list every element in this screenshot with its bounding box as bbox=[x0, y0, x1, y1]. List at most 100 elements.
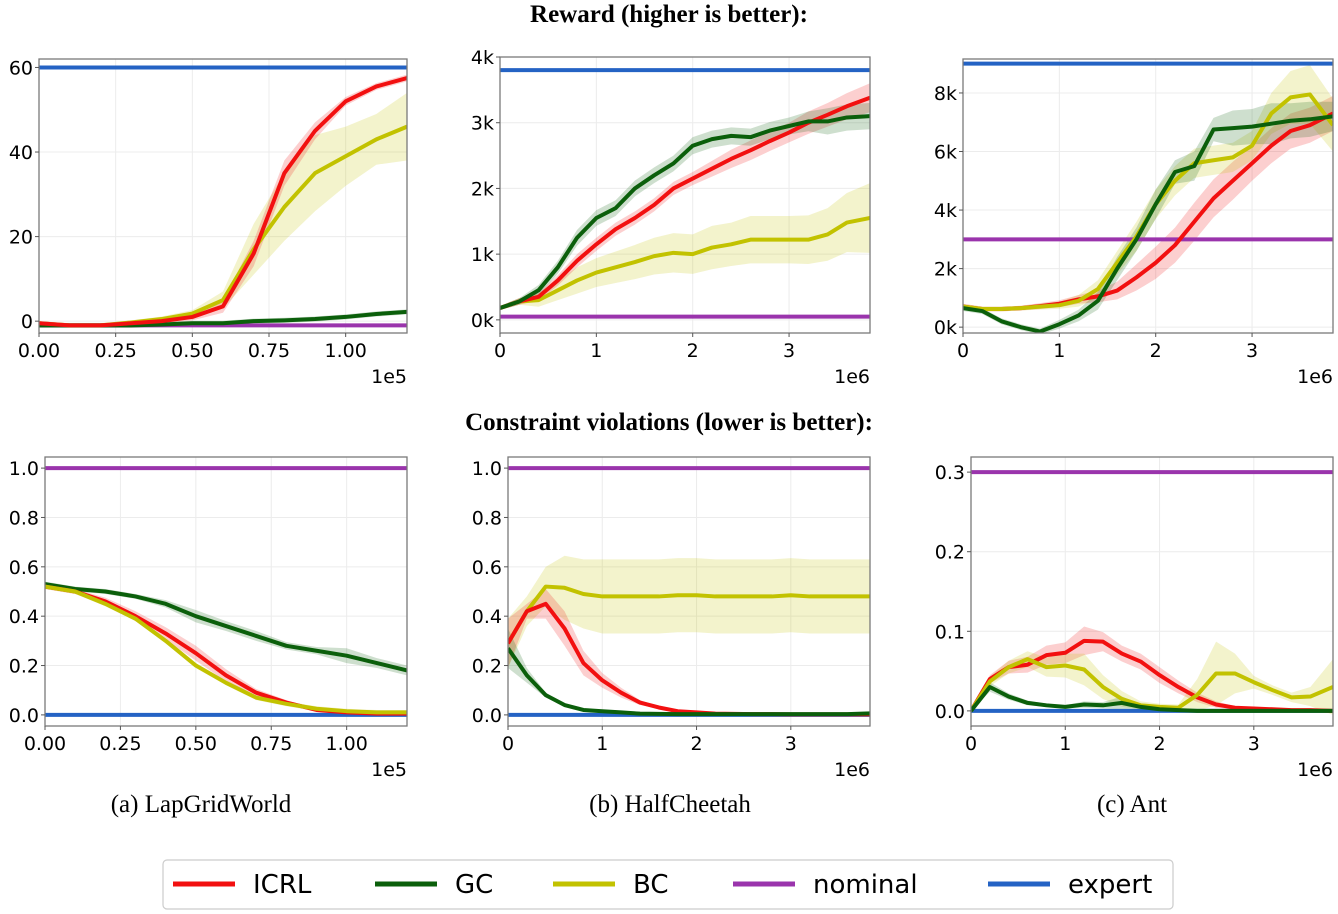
axes-frame bbox=[499, 56, 871, 334]
x-tick-label: 0 bbox=[502, 733, 514, 755]
line-GC bbox=[500, 114, 870, 310]
y-tick-label: 1k bbox=[471, 244, 494, 266]
x-offset-label: 1e6 bbox=[834, 759, 870, 781]
x-tick-label: 2 bbox=[1153, 733, 1165, 755]
panel-constraint-lapgridworld: 0.00 0.25 0.50 0.75 1.00 0.0 0.2 0.4 0.6 0.8 1.0 1e… bbox=[9, 456, 408, 781]
y-tick-label: 0.6 bbox=[472, 557, 502, 579]
y-tick-label: 0.4 bbox=[9, 606, 39, 628]
line-BC bbox=[508, 584, 870, 645]
x-tick-label: 2 bbox=[1150, 340, 1162, 362]
y-tick-label: 0.2 bbox=[472, 656, 502, 678]
y-tick-label: 0.6 bbox=[9, 557, 39, 579]
x-tick-label: 1.00 bbox=[326, 733, 368, 755]
x-tick-label: 0.25 bbox=[99, 733, 141, 755]
x-tick-label: 2 bbox=[687, 340, 699, 362]
y-tick-label: 1.0 bbox=[472, 458, 502, 480]
x-tick-label: 2 bbox=[690, 733, 702, 755]
line-BC bbox=[45, 584, 407, 715]
y-tick-label: 0k bbox=[934, 317, 957, 339]
x-tick-label: 1.00 bbox=[325, 340, 367, 362]
x-offset-label: 1e5 bbox=[371, 366, 407, 388]
x-tick-label: 0 bbox=[965, 733, 977, 755]
x-tick-label: 0 bbox=[494, 340, 506, 362]
legend-item-BC: BC bbox=[553, 870, 669, 900]
y-tick-label: 0.4 bbox=[472, 606, 502, 628]
plot-area bbox=[39, 65, 407, 328]
axes-frame bbox=[507, 456, 871, 727]
x-tick-label: 3 bbox=[1246, 340, 1258, 362]
plot-area bbox=[971, 470, 1333, 715]
y-tick-label: 6k bbox=[934, 142, 957, 164]
panel-reward-lapgridworld: 0.00 0.25 0.50 0.75 1.00 0 20 40 60 1e5 bbox=[9, 57, 408, 388]
x-tick-label: 0.00 bbox=[24, 733, 66, 755]
legend: ICRL GC BC nominal expert bbox=[162, 859, 1174, 910]
line-BC bbox=[500, 216, 870, 310]
y-tick-label: 60 bbox=[9, 57, 33, 79]
caption-c: (c) Ant bbox=[1097, 791, 1167, 818]
y-tick-label: 3k bbox=[471, 113, 494, 135]
x-tick-label: 1 bbox=[1053, 340, 1065, 362]
y-tick-label: 0 bbox=[21, 311, 33, 333]
legend-item-nominal: nominal bbox=[733, 870, 918, 900]
y-tick-label: 0.2 bbox=[9, 656, 39, 678]
x-tick-label: 1 bbox=[590, 340, 602, 362]
panel-reward-ant: 0 1 2 3 0k 2k 4k 6k 8k 1e6 bbox=[934, 58, 1334, 388]
band-BC bbox=[963, 65, 1333, 312]
line-GC bbox=[963, 114, 1333, 333]
legend-item-GC: GC bbox=[375, 870, 493, 900]
x-tick-label: 0 bbox=[957, 340, 969, 362]
x-tick-label: 0.75 bbox=[248, 340, 290, 362]
y-tick-label: 4k bbox=[934, 200, 957, 222]
band-GC bbox=[45, 581, 407, 676]
y-tick-label: 0.0 bbox=[472, 705, 502, 727]
y-tick-label: 0.3 bbox=[935, 462, 965, 484]
y-tick-label: 20 bbox=[9, 227, 33, 249]
band-BC bbox=[971, 641, 1333, 715]
y-tick-label: 0.8 bbox=[9, 507, 39, 529]
reward-section-title: Reward (higher is better): bbox=[530, 1, 808, 28]
x-tick-label: 0.75 bbox=[250, 733, 292, 755]
axes-frame bbox=[38, 58, 408, 334]
y-tick-label: 0.2 bbox=[935, 542, 965, 564]
plot-area bbox=[508, 466, 870, 717]
band-ICRL bbox=[500, 83, 870, 311]
x-tick-label: 0.25 bbox=[95, 340, 137, 362]
x-offset-label: 1e6 bbox=[1297, 366, 1333, 388]
caption-b: (b) HalfCheetah bbox=[589, 791, 751, 818]
y-tick-label: 8k bbox=[934, 83, 957, 105]
x-tick-label: 0.50 bbox=[175, 733, 217, 755]
x-offset-label: 1e6 bbox=[834, 366, 870, 388]
legend-frame bbox=[162, 859, 1174, 910]
panel-reward-halfcheetah: 0 1 2 3 0k 1k 2k 3k 4k 1e6 bbox=[471, 47, 871, 388]
y-tick-label: 40 bbox=[9, 142, 33, 164]
plot-area bbox=[963, 61, 1333, 333]
line-GC bbox=[508, 647, 870, 717]
legend-label: expert bbox=[1068, 870, 1152, 900]
axes-frame bbox=[962, 58, 1334, 334]
line-ICRL bbox=[39, 76, 407, 328]
y-tick-label: 0.0 bbox=[9, 705, 39, 727]
y-tick-label: 4k bbox=[471, 47, 494, 69]
y-tick-label: 0.8 bbox=[472, 507, 502, 529]
band-BC bbox=[45, 584, 407, 715]
x-tick-label: 0.00 bbox=[18, 340, 60, 362]
line-GC bbox=[971, 685, 1333, 713]
band-ICRL bbox=[39, 74, 407, 328]
axes-frame bbox=[44, 456, 408, 727]
legend-item-ICRL: ICRL bbox=[173, 870, 312, 900]
y-tick-label: 0.1 bbox=[935, 621, 965, 643]
caption-a: (a) LapGridWorld bbox=[111, 791, 292, 818]
x-offset-label: 1e5 bbox=[371, 759, 407, 781]
x-tick-label: 1 bbox=[596, 733, 608, 755]
band-ICRL bbox=[508, 589, 870, 715]
x-tick-label: 1 bbox=[1059, 733, 1071, 755]
x-tick-label: 3 bbox=[785, 733, 797, 755]
line-ICRL bbox=[45, 584, 407, 716]
plot-area bbox=[500, 68, 870, 319]
y-tick-label: 0.0 bbox=[935, 701, 965, 723]
panel-constraint-ant: 0 1 2 3 0.0 0.1 0.2 0.3 1e6 bbox=[935, 456, 1334, 781]
x-tick-label: 0.50 bbox=[171, 340, 213, 362]
legend-item-expert: expert bbox=[988, 870, 1152, 900]
band-BC bbox=[500, 183, 870, 310]
